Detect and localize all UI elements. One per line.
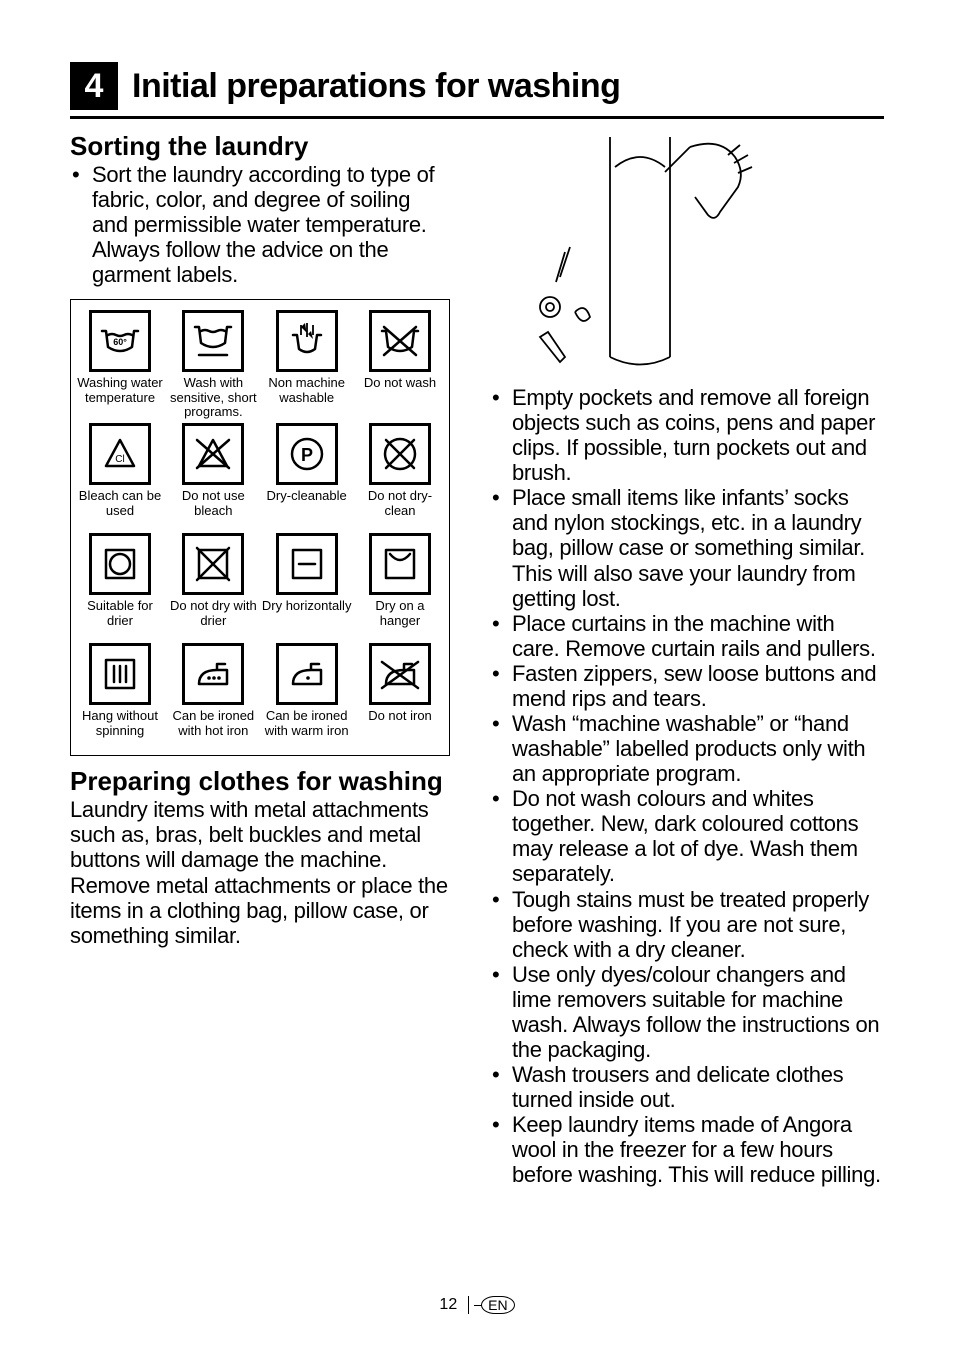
sorting-heading: Sorting the laundry bbox=[70, 131, 450, 162]
icon-label: Do not dry-clean bbox=[355, 489, 445, 529]
icon-row: Suitable for drier Do not dry with drier… bbox=[75, 533, 445, 639]
sorting-bullet: Sort the laundry according to type of fa… bbox=[92, 162, 450, 287]
chapter-number-badge: 4 bbox=[70, 62, 118, 110]
icon-label: Do not dry with drier bbox=[168, 599, 258, 639]
list-item: Place curtains in the machine with care.… bbox=[512, 611, 884, 661]
preparing-heading: Preparing clothes for washing bbox=[70, 766, 450, 797]
list-item: Place small items like infants’ socks an… bbox=[512, 485, 884, 610]
icon-label: Dry horizontally bbox=[262, 599, 352, 639]
list-item: Use only dyes/colour changers and lime r… bbox=[512, 962, 884, 1062]
icon-label: Do not use bleach bbox=[168, 489, 258, 529]
icon-label: Suitable for drier bbox=[75, 599, 165, 639]
icon-label: Wash with sensitive, short programs. bbox=[168, 376, 258, 419]
icon-row: Hang without spinning Can be ironed with… bbox=[75, 643, 445, 749]
drip-dry-icon bbox=[89, 643, 151, 705]
sorting-list: Sort the laundry according to type of fa… bbox=[70, 162, 450, 287]
list-item: Keep laundry items made of Angora wool i… bbox=[512, 1112, 884, 1187]
right-column: Empty pockets and remove all foreign obj… bbox=[490, 127, 884, 1188]
chapter-title: Initial preparations for washing bbox=[132, 67, 620, 106]
wash-sensitive-icon bbox=[182, 310, 244, 372]
list-item: Empty pockets and remove all foreign obj… bbox=[512, 385, 884, 485]
svg-text:P: P bbox=[301, 445, 313, 465]
icon-cell: Do not dry-clean bbox=[355, 423, 445, 529]
no-bleach-icon bbox=[182, 423, 244, 485]
icon-label: Non machine washable bbox=[262, 376, 352, 416]
icon-label: Do not wash bbox=[364, 376, 436, 416]
iron-warm-icon bbox=[276, 643, 338, 705]
icon-label: Can be ironed with warm iron bbox=[262, 709, 352, 749]
icon-cell: Do not iron bbox=[355, 643, 445, 749]
icon-cell: Can be ironed with hot iron bbox=[168, 643, 258, 749]
icon-cell: Suitable for drier bbox=[75, 533, 165, 639]
icon-cell: Wash with sensitive, short programs. bbox=[168, 310, 258, 419]
list-item: Tough stains must be treated properly be… bbox=[512, 887, 884, 962]
iron-hot-icon bbox=[182, 643, 244, 705]
line-dry-icon bbox=[369, 533, 431, 595]
page-footer: 12 EN bbox=[0, 1296, 954, 1314]
icon-cell: Dry on a hanger bbox=[355, 533, 445, 639]
icon-cell: 60° Washing water temperature bbox=[75, 310, 165, 419]
care-symbol-grid: 60° Washing water temperature Wash with … bbox=[70, 299, 450, 756]
no-iron-icon bbox=[369, 643, 431, 705]
language-badge: EN bbox=[481, 1296, 514, 1314]
icon-label: Hang without spinning bbox=[75, 709, 165, 749]
icon-cell: Do not wash bbox=[355, 310, 445, 419]
right-bullet-list: Empty pockets and remove all foreign obj… bbox=[490, 385, 884, 1188]
no-tumble-dry-icon bbox=[182, 533, 244, 595]
content-columns: Sorting the laundry Sort the laundry acc… bbox=[70, 127, 884, 1188]
non-machine-wash-icon bbox=[276, 310, 338, 372]
page-number: 12 bbox=[439, 1296, 457, 1313]
wash-temp-icon: 60° bbox=[89, 310, 151, 372]
list-item: Wash “machine washable” or “hand washabl… bbox=[512, 711, 884, 786]
dry-clean-icon: P bbox=[276, 423, 338, 485]
icon-cell: Can be ironed with warm iron bbox=[262, 643, 352, 749]
list-item: Do not wash colours and whites together.… bbox=[512, 786, 884, 886]
do-not-wash-icon bbox=[369, 310, 431, 372]
icon-cell: Do not dry with drier bbox=[168, 533, 258, 639]
icon-cell: Hang without spinning bbox=[75, 643, 165, 749]
icon-row: 60° Washing water temperature Wash with … bbox=[75, 310, 445, 419]
icon-cell: Do not use bleach bbox=[168, 423, 258, 529]
icon-cell: Dry horizontally bbox=[262, 533, 352, 639]
no-dry-clean-icon bbox=[369, 423, 431, 485]
icon-row: Cl Bleach can be used Do not use bleach … bbox=[75, 423, 445, 529]
svg-text:60°: 60° bbox=[113, 337, 127, 347]
icon-label: Dry on a hanger bbox=[355, 599, 445, 639]
icon-label: Bleach can be used bbox=[75, 489, 165, 529]
svg-text:Cl: Cl bbox=[115, 454, 124, 465]
icon-cell: P Dry-cleanable bbox=[262, 423, 352, 529]
empty-pockets-illustration bbox=[490, 127, 884, 377]
icon-label: Can be ironed with hot iron bbox=[168, 709, 258, 749]
preparing-body: Laundry items with metal attachments suc… bbox=[70, 797, 450, 947]
manual-page: 4 Initial preparations for washing Sorti… bbox=[0, 0, 954, 1354]
bleach-icon: Cl bbox=[89, 423, 151, 485]
list-item: Wash trousers and delicate clothes turne… bbox=[512, 1062, 884, 1112]
icon-cell: Cl Bleach can be used bbox=[75, 423, 165, 529]
icon-label: Dry-cleanable bbox=[267, 489, 347, 529]
icon-cell: Non machine washable bbox=[262, 310, 352, 419]
chapter-heading: 4 Initial preparations for washing bbox=[70, 62, 884, 119]
icon-label: Washing water temperature bbox=[75, 376, 165, 416]
left-column: Sorting the laundry Sort the laundry acc… bbox=[70, 127, 450, 1188]
dry-flat-icon bbox=[276, 533, 338, 595]
icon-label: Do not iron bbox=[368, 709, 432, 749]
list-item: Fasten zippers, sew loose buttons and me… bbox=[512, 661, 884, 711]
tumble-dry-icon bbox=[89, 533, 151, 595]
